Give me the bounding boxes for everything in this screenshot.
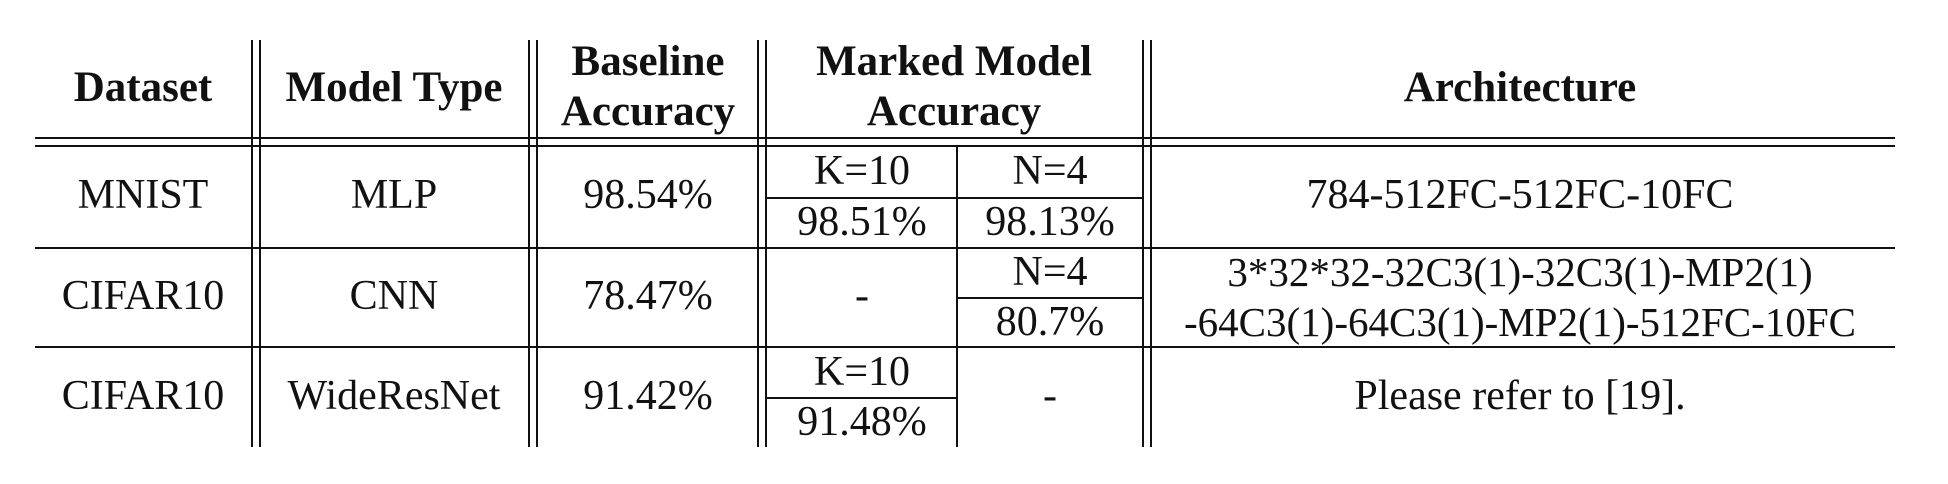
row1-k-label: K=10 (813, 148, 911, 194)
header-model-type: Model Type (285, 64, 503, 111)
row2-k-dash: - (855, 273, 869, 319)
row2-n-label: N=4 (1012, 249, 1088, 295)
header-baseline-line1: Baseline (571, 38, 725, 85)
header-architecture: Architecture (1403, 64, 1637, 111)
row2-model-type: CNN (349, 273, 439, 319)
row1-k-value: 98.51% (797, 199, 927, 245)
header-dataset: Dataset (73, 64, 213, 111)
row1-n-value: 98.13% (985, 199, 1115, 245)
row3-dataset: CIFAR10 (61, 373, 225, 419)
row1-dataset: MNIST (77, 172, 209, 218)
row2-architecture-line2: -64C3(1)-64C3(1)-MP2(1)-512FC-10FC (1184, 299, 1856, 345)
row2-dataset: CIFAR10 (61, 273, 225, 319)
header-baseline-line2: Accuracy (560, 88, 736, 135)
row3-k-label: K=10 (813, 349, 911, 395)
row1-model-type: MLP (350, 172, 438, 218)
row3-n-dash: - (1043, 373, 1057, 419)
header-marked-line2: Accuracy (866, 88, 1042, 135)
row1-baseline: 98.54% (583, 172, 713, 218)
row3-model-type: WideResNet (287, 373, 501, 419)
row3-k-value: 91.48% (797, 399, 927, 445)
row3-architecture: Please refer to [19]. (1354, 373, 1686, 419)
row2-n-value: 80.7% (995, 299, 1105, 345)
row1-architecture: 784-512FC-512FC-10FC (1306, 172, 1734, 218)
row3-baseline: 91.42% (583, 373, 713, 419)
header-marked-line1: Marked Model (816, 38, 1092, 85)
row1-n-label: N=4 (1012, 148, 1088, 194)
row2-baseline: 78.47% (583, 273, 713, 319)
row2-architecture-line1: 3*32*32-32C3(1)-32C3(1)-MP2(1) (1227, 249, 1813, 295)
